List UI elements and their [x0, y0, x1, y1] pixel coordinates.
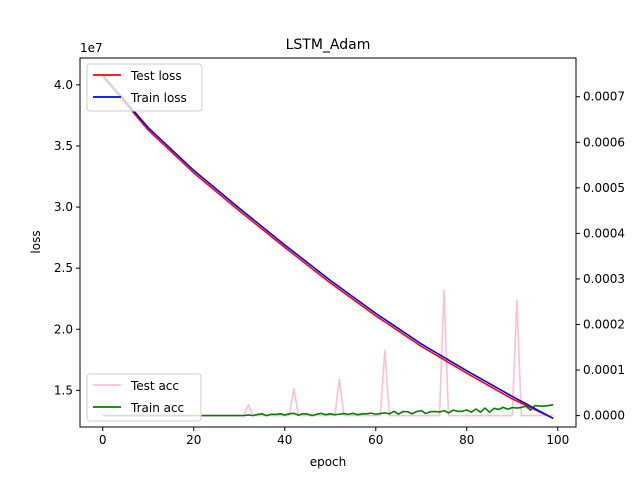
y-left-tick-label: 2.5	[54, 261, 73, 275]
x-tick-label: 80	[459, 433, 474, 447]
test-acc-line	[102, 289, 554, 417]
y-right-tick-label: 0.0005	[583, 181, 625, 195]
chart-title: LSTM_Adam	[286, 37, 371, 53]
x-axis: 0 20 40 60 80 100	[99, 427, 569, 447]
x-axis-label: epoch	[310, 455, 347, 469]
y-right-tick-label: 0.0004	[583, 226, 625, 240]
y-right-tick-label: 0.0000	[583, 409, 625, 423]
x-tick-label: 40	[277, 433, 292, 447]
y-offset-label: 1e7	[80, 41, 103, 55]
y-right-tick-label: 0.0006	[583, 135, 625, 149]
y-right-tick-label: 0.0007	[583, 90, 625, 104]
y-right-tick-label: 0.0002	[583, 318, 625, 332]
x-tick-label: 20	[186, 433, 201, 447]
train-loss-line	[102, 74, 554, 420]
x-tick-label: 0	[99, 433, 107, 447]
x-tick-label: 60	[368, 433, 383, 447]
y-left-tick-label: 1.5	[54, 383, 73, 397]
y-axis-label: loss	[29, 230, 43, 253]
y-right-axis: 0.0000 0.0001 0.0002 0.0003 0.0004 0.0005 0.00…	[576, 90, 625, 423]
plot-frame	[79, 57, 577, 428]
y-right-tick-label: 0.0001	[583, 363, 625, 377]
legend-acc: Test acc Train acc	[86, 373, 202, 422]
y-left-tick-label: 2.0	[54, 322, 73, 336]
x-tick-label: 100	[546, 433, 569, 447]
y-left-axis: 1.5 2.0 2.5 3.0 3.5 4.0	[54, 78, 80, 397]
y-left-tick-label: 3.0	[54, 200, 73, 214]
legend-test-loss-label: Test loss	[130, 69, 182, 83]
legend-test-acc-label: Test acc	[130, 379, 179, 393]
train-acc-line	[102, 403, 554, 417]
y-left-tick-label: 4.0	[54, 78, 73, 92]
legend-loss: Test loss Train loss	[86, 63, 203, 112]
series-layer	[102, 74, 554, 420]
y-right-tick-label: 0.0003	[583, 272, 625, 286]
legend-train-acc-label: Train acc	[130, 401, 184, 415]
legend-train-loss-label: Train loss	[130, 91, 187, 105]
test-loss-line	[102, 75, 554, 420]
y-left-tick-label: 3.5	[54, 139, 73, 153]
